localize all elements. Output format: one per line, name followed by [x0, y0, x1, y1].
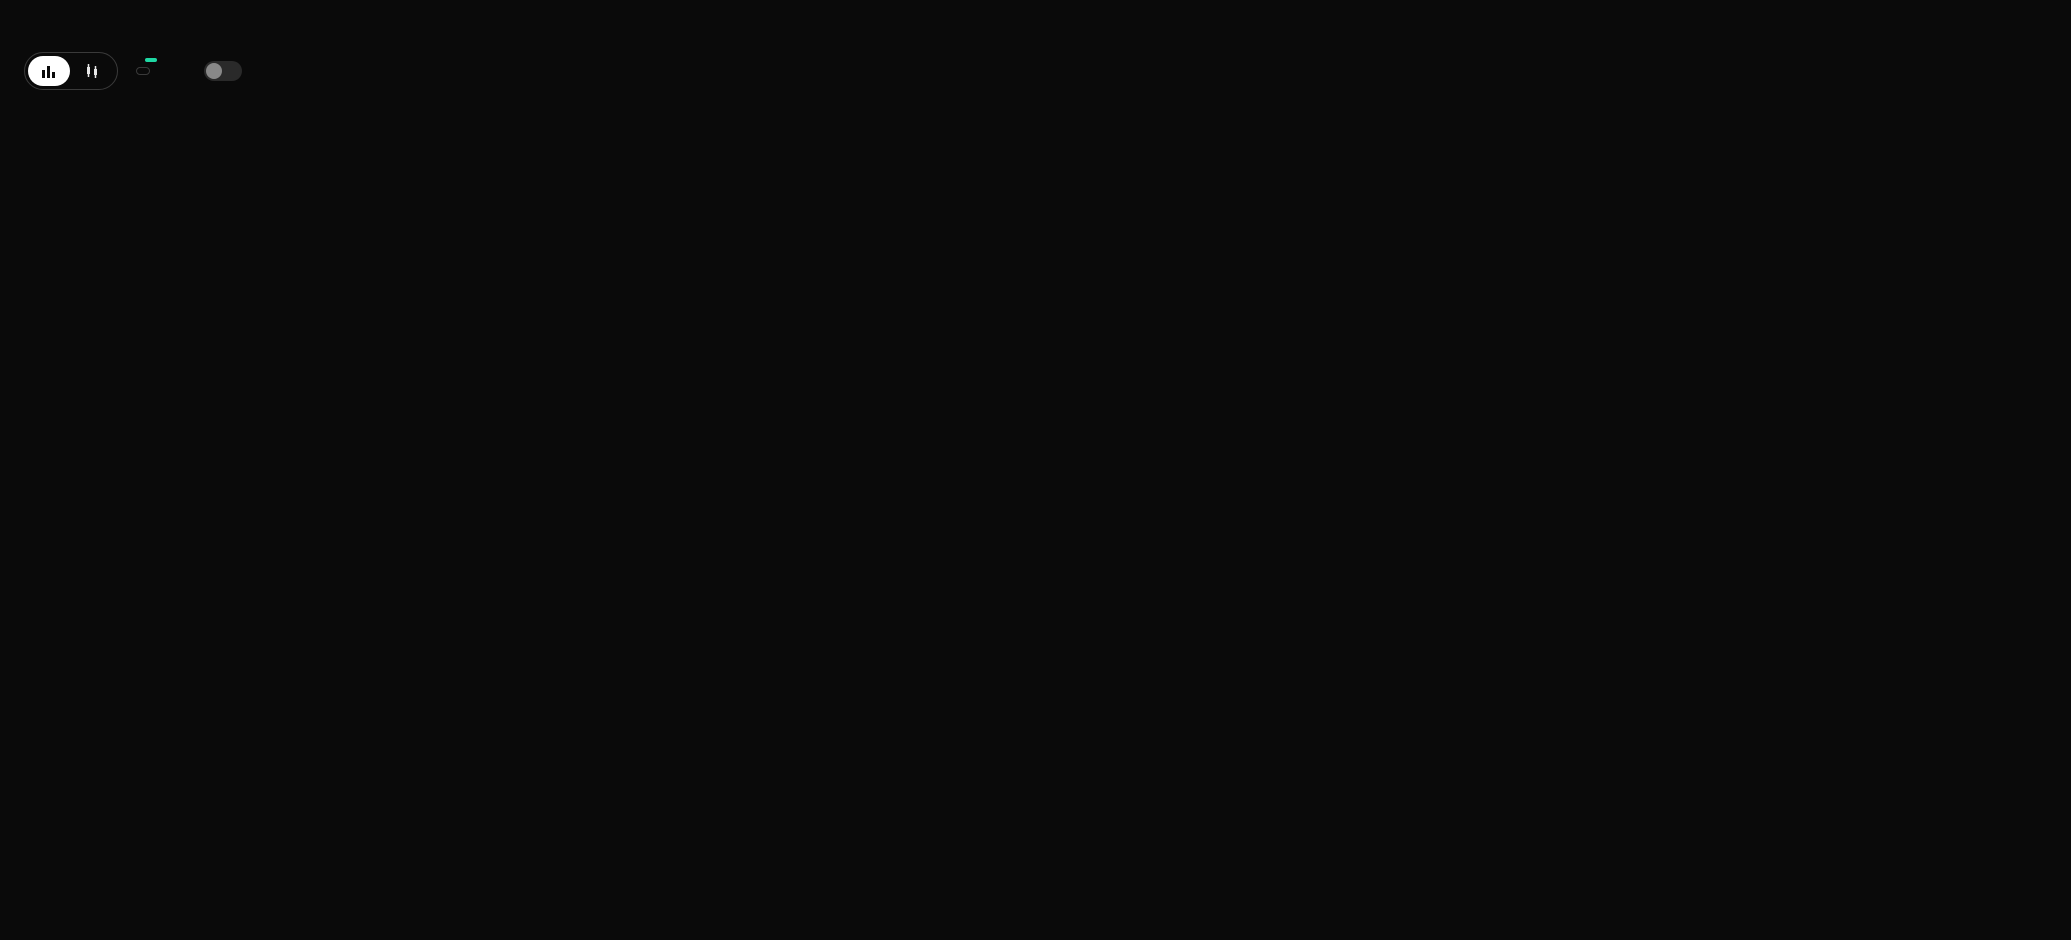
chart-area: [24, 138, 2047, 748]
y-axis: [24, 138, 134, 628]
bar-chart-icon: [41, 64, 57, 78]
log-scale-control: [204, 61, 256, 81]
view-toggle: [24, 52, 118, 90]
plot-area: [142, 138, 2041, 628]
toggle-knob: [206, 63, 222, 79]
view-bar-button[interactable]: [28, 56, 70, 86]
pro-badge: [145, 58, 157, 62]
time-range-group: [136, 67, 150, 75]
view-candlestick-button[interactable]: [72, 56, 114, 86]
controls-row: [24, 52, 2047, 90]
log-scale-toggle[interactable]: [204, 61, 242, 81]
candlestick-icon: [85, 63, 101, 79]
x-axis: [142, 628, 2041, 748]
